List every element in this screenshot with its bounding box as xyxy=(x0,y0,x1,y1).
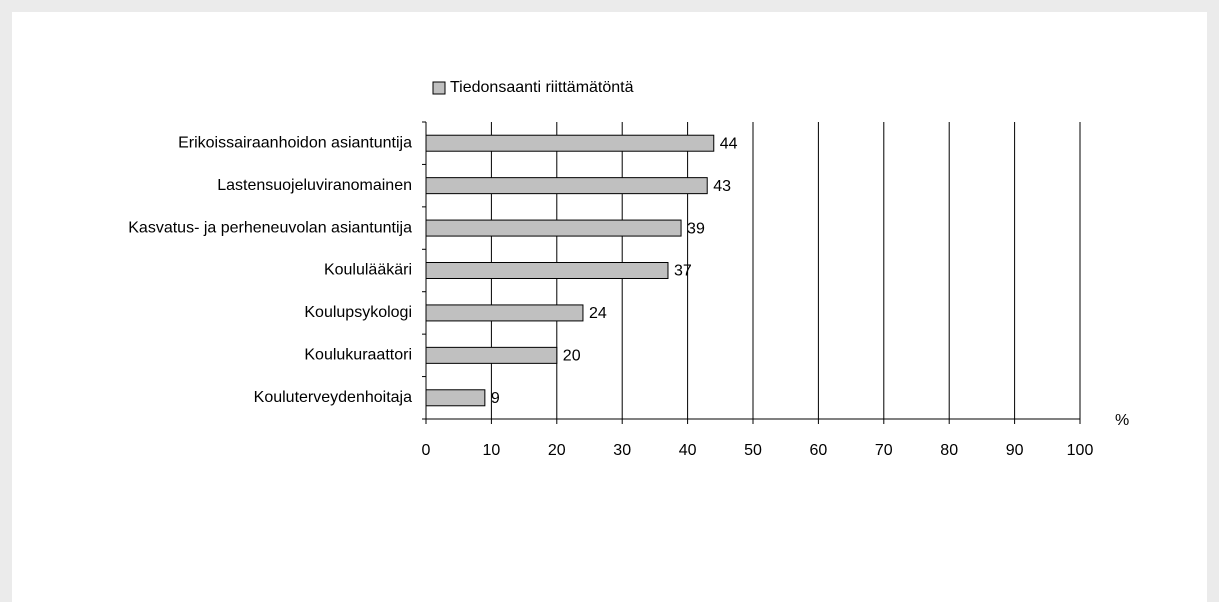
data-label: 37 xyxy=(674,263,692,280)
data-label: 20 xyxy=(563,348,581,365)
x-tick-label: 70 xyxy=(875,442,893,459)
data-label: 43 xyxy=(713,178,731,195)
data-label: 9 xyxy=(491,390,500,407)
x-tick-label: 80 xyxy=(940,442,958,459)
x-tick-label: 40 xyxy=(679,442,697,459)
x-axis-label: % xyxy=(1115,412,1129,429)
x-tick-label: 100 xyxy=(1067,442,1094,459)
x-tick-label: 60 xyxy=(810,442,828,459)
bar xyxy=(425,389,486,407)
bar xyxy=(425,219,682,237)
x-tick-label: 10 xyxy=(483,442,501,459)
y-tick-label: Erikoissairaanhoidon asiantuntija xyxy=(178,134,412,151)
x-tick-label: 20 xyxy=(548,442,566,459)
bar xyxy=(425,262,669,279)
data-label: 39 xyxy=(687,220,705,237)
y-tick-label: Lastensuojeluviranomainen xyxy=(217,177,412,194)
y-tick-label: Kouluterveydenhoitaja xyxy=(254,389,412,406)
data-label: 24 xyxy=(589,305,607,322)
bar xyxy=(425,134,715,152)
x-tick-label: 90 xyxy=(1006,442,1024,459)
legend-swatch xyxy=(432,81,446,95)
y-tick-label: Kasvatus- ja perheneuvolan asiantuntija xyxy=(128,219,412,236)
chart-background xyxy=(12,12,1207,602)
y-tick-label: Koulupsykologi xyxy=(304,304,412,321)
bar xyxy=(425,304,584,322)
legend-label: Tiedonsaanti riittämätöntä xyxy=(450,79,634,96)
y-tick-label: Koulukuraattori xyxy=(304,347,412,364)
x-tick-label: 50 xyxy=(744,442,762,459)
x-tick-label: 30 xyxy=(613,442,631,459)
bar xyxy=(425,177,708,195)
bar xyxy=(425,346,558,364)
data-label: 44 xyxy=(720,135,738,152)
x-tick-label: 0 xyxy=(422,442,431,459)
y-tick-label: Koululääkäri xyxy=(324,262,412,279)
